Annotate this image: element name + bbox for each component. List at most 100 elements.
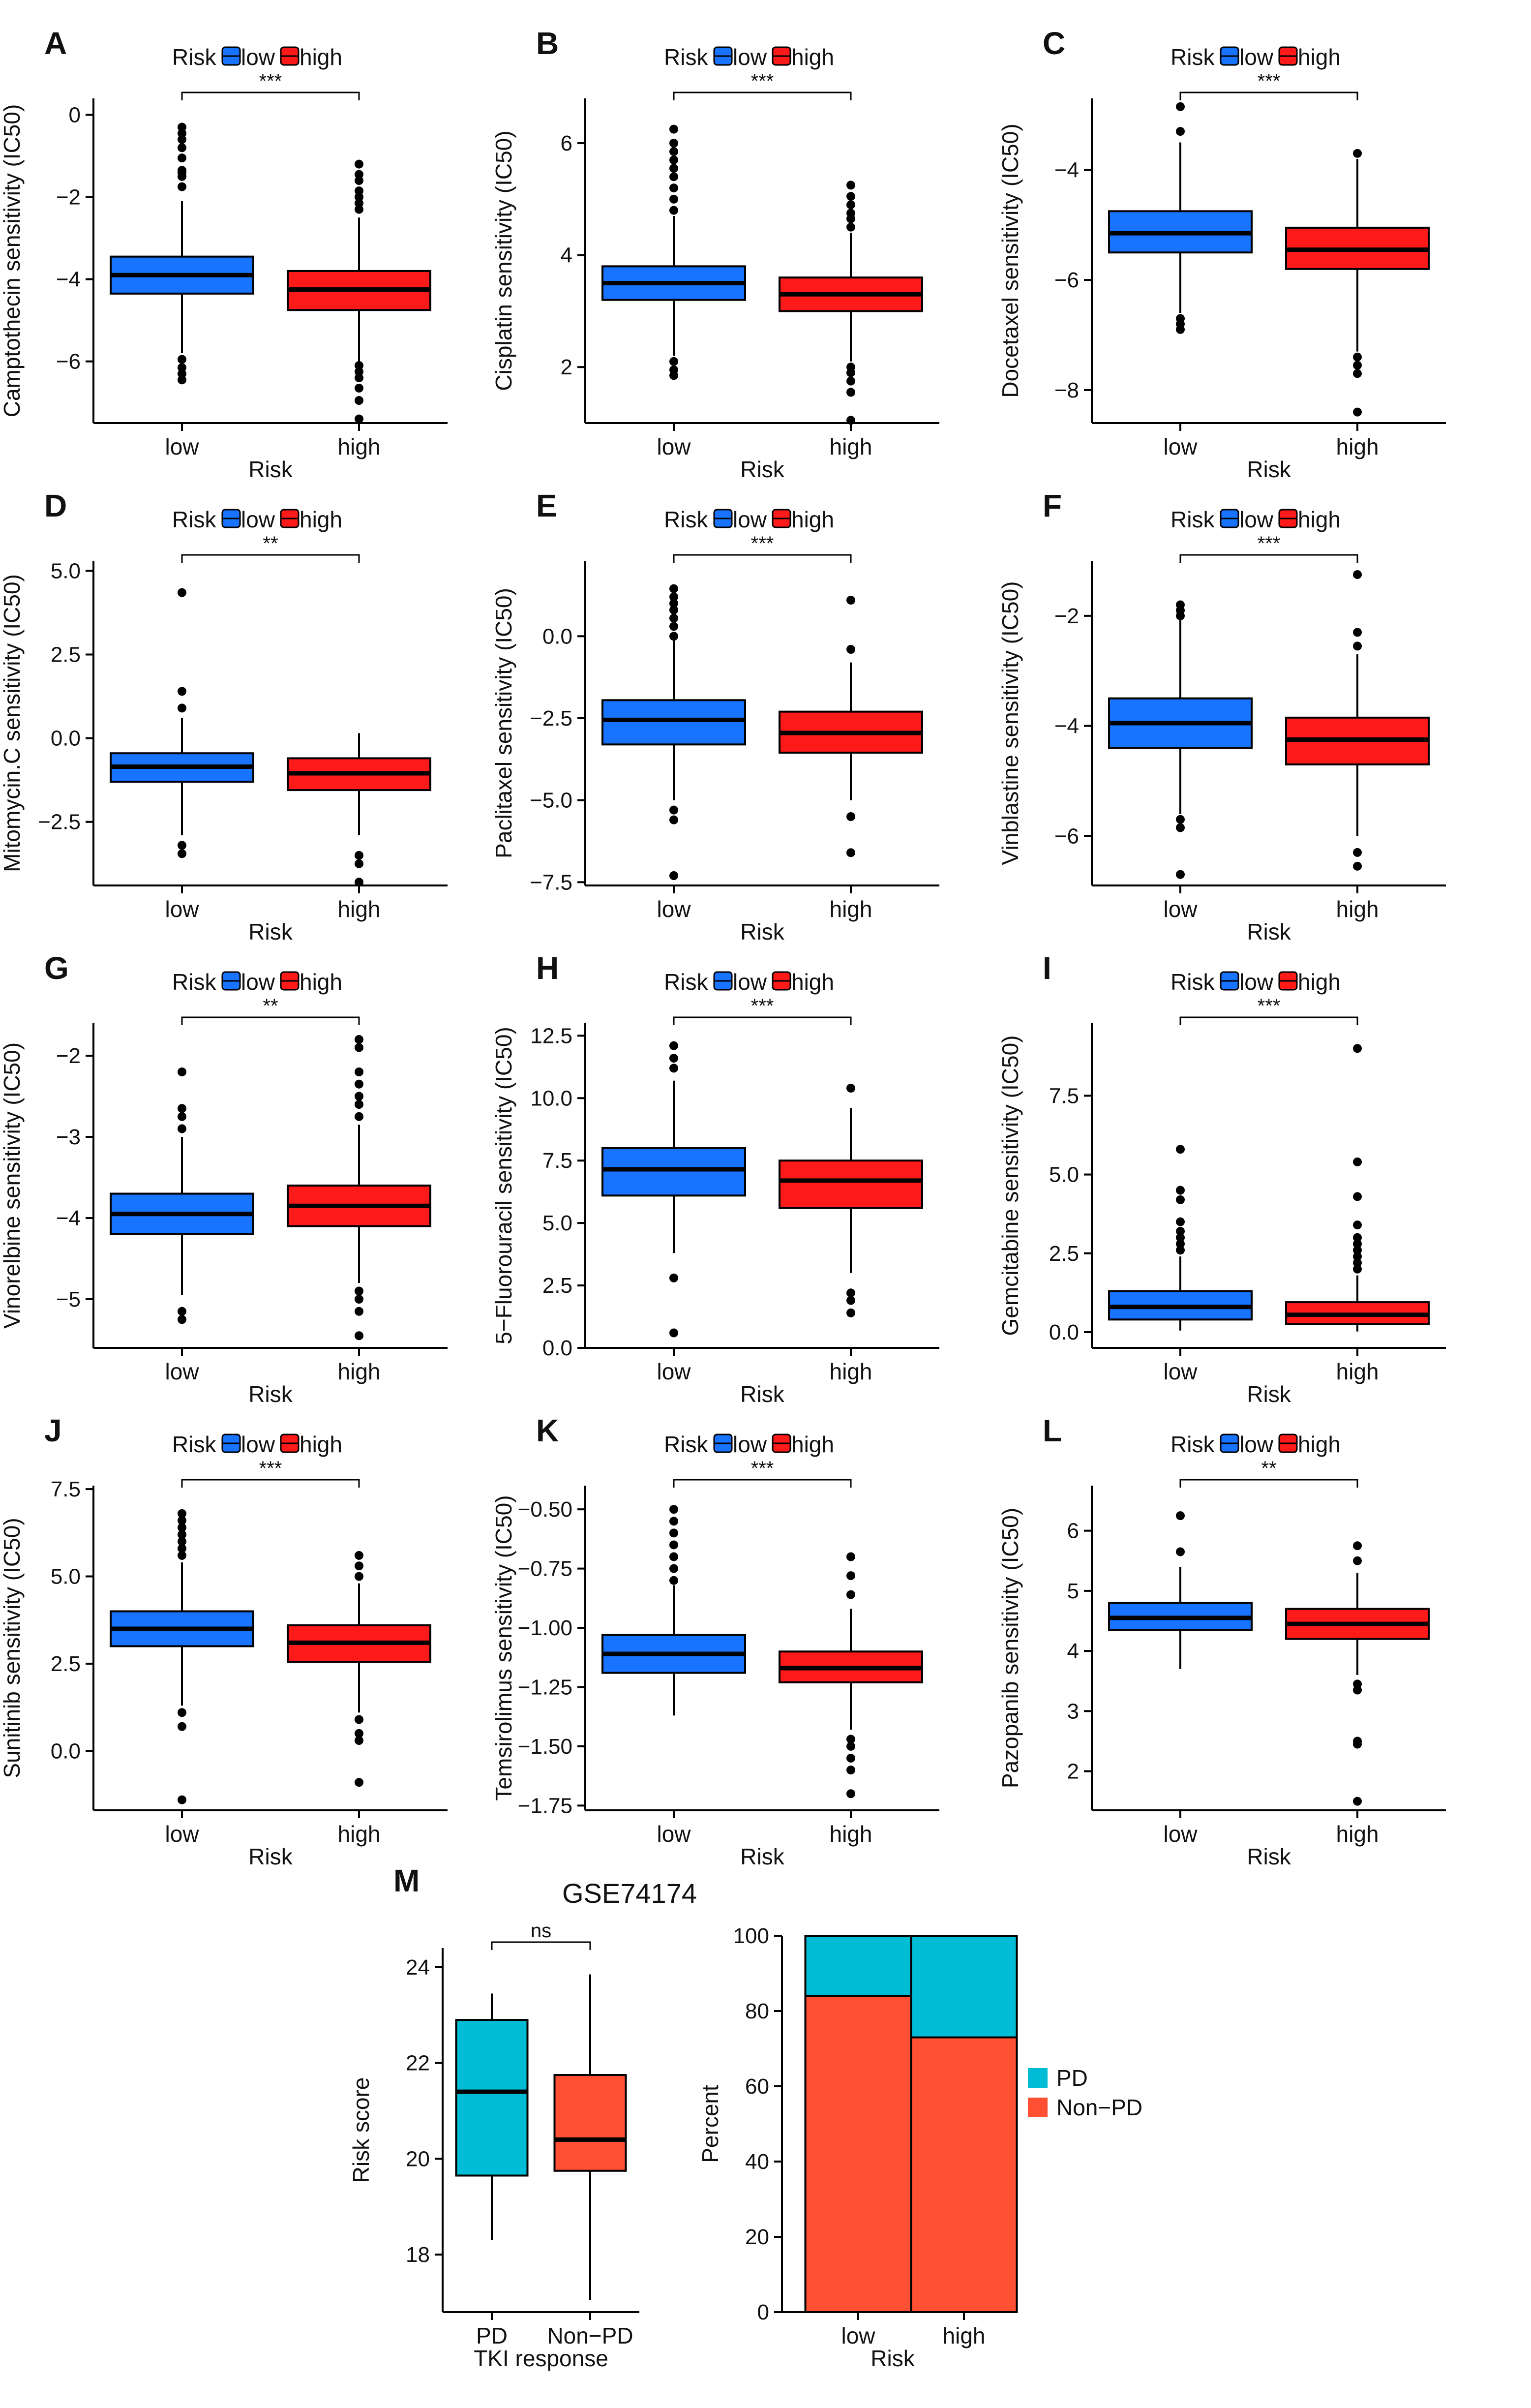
outlier-point	[669, 357, 678, 366]
y-tick-label: 0.0	[542, 624, 572, 648]
outlier-point	[355, 367, 363, 376]
y-tick-label: 0.0	[542, 1336, 572, 1360]
outlier-point	[669, 1505, 678, 1514]
legend-label-low: low	[733, 507, 767, 532]
outlier-point	[1353, 352, 1362, 362]
outlier-point	[846, 209, 855, 218]
y-tick-label: 2.5	[51, 643, 81, 667]
outlier-point	[1353, 1220, 1362, 1230]
outlier-point	[1353, 1685, 1362, 1695]
outlier-point	[669, 815, 678, 824]
significance-label: ns	[531, 1920, 551, 1942]
outlier-point	[1353, 1246, 1362, 1255]
outlier-point	[355, 192, 363, 202]
panel-label: F	[1043, 488, 1062, 523]
outlier-point	[846, 1754, 855, 1763]
panel-label: C	[1043, 26, 1065, 61]
y-tick-label: −4	[1054, 714, 1079, 738]
x-tick-label-1: high	[1336, 896, 1379, 922]
outlier-point	[846, 1308, 855, 1317]
outlier-point	[178, 1516, 186, 1525]
outlier-point	[846, 222, 855, 232]
x-axis-title: Risk	[740, 1381, 784, 1407]
outlier-point	[846, 812, 855, 821]
outlier-point	[178, 703, 186, 713]
legend-label-high: high	[300, 44, 342, 70]
y-tick-label: 5	[1067, 1579, 1079, 1603]
significance-label: ***	[751, 1458, 774, 1479]
outlier-point	[1353, 361, 1362, 370]
x-axis-title: TKI response	[474, 2346, 608, 2371]
outlier-point	[178, 1523, 186, 1532]
x-tick-label-0: low	[165, 896, 199, 922]
legend-title: Risk	[1171, 44, 1215, 70]
y-tick-label: 24	[406, 1955, 430, 1980]
outlier-point	[178, 1708, 186, 1717]
y-axis-title: Mitomycin.C sensitivity (IC50)	[0, 574, 25, 872]
legend-title: Risk	[664, 507, 708, 532]
outlier-point	[1353, 628, 1362, 637]
significance-label: ***	[1258, 533, 1281, 554]
significance-label: ***	[1258, 995, 1281, 1017]
outlier-point	[178, 375, 186, 385]
significance-label: ***	[259, 1458, 282, 1479]
x-axis-title: Risk	[740, 919, 784, 945]
outlier-point	[1353, 1252, 1362, 1261]
panel-label: I	[1043, 950, 1051, 986]
outlier-point	[355, 1286, 363, 1296]
x-axis-title: Risk	[871, 2346, 915, 2371]
outlier-point	[355, 878, 363, 887]
y-tick-label: 40	[745, 2150, 769, 2174]
x-tick-label-0: low	[1163, 1359, 1198, 1384]
outlier-point	[1353, 1258, 1362, 1267]
outlier-point	[355, 1100, 363, 1109]
legend-key-pd	[1028, 2068, 1048, 2088]
outlier-point	[846, 1741, 855, 1751]
outlier-point	[846, 376, 855, 386]
y-axis-title: Cisplatin sensitivity (IC50)	[491, 130, 516, 391]
outlier-point	[1176, 1195, 1185, 1204]
outlier-point	[355, 1035, 363, 1044]
outlier-point	[669, 194, 678, 204]
outlier-point	[178, 355, 186, 364]
outlier-point	[669, 206, 678, 215]
y-tick-label: −2	[56, 185, 81, 210]
x-tick-label-0: low	[165, 1359, 199, 1384]
outlier-point	[355, 1067, 363, 1076]
y-tick-label: −2.5	[530, 706, 572, 731]
x-tick-label-1: Non−PD	[547, 2323, 633, 2348]
outlier-point	[1353, 1239, 1362, 1249]
x-axis-title: Risk	[740, 1844, 784, 1869]
outlier-point	[1353, 1192, 1362, 1201]
outlier-point	[669, 155, 678, 165]
outlier-point	[178, 1551, 186, 1560]
y-tick-label: 22	[406, 2051, 430, 2075]
x-axis-title: Risk	[1247, 919, 1291, 945]
panel-label: B	[536, 26, 559, 61]
y-axis-title: Vinblastine sensitivity (IC50)	[997, 581, 1023, 865]
legend-label-low: low	[1239, 44, 1274, 70]
y-tick-label: 3	[1067, 1699, 1079, 1723]
x-axis-title: Risk	[740, 457, 784, 482]
outlier-point	[669, 592, 678, 602]
y-axis-title: Vinorelbine sensitivity (IC50)	[0, 1042, 25, 1329]
x-tick-label-1: high	[943, 2323, 986, 2348]
significance-bracket	[181, 1479, 360, 1488]
outlier-point	[178, 687, 186, 696]
outlier-point	[355, 383, 363, 393]
y-tick-label: 4	[561, 244, 572, 268]
outlier-point	[355, 396, 363, 405]
outlier-point	[846, 192, 855, 201]
y-tick-label: 2	[1067, 1760, 1079, 1784]
outlier-point	[178, 1509, 186, 1518]
significance-bracket	[673, 91, 852, 100]
outlier-point	[1176, 611, 1185, 620]
outlier-point	[178, 1307, 186, 1316]
outlier-point	[178, 129, 186, 138]
x-axis-title: Risk	[248, 1844, 293, 1869]
outlier-point	[355, 205, 363, 214]
outlier-point	[846, 1571, 855, 1581]
